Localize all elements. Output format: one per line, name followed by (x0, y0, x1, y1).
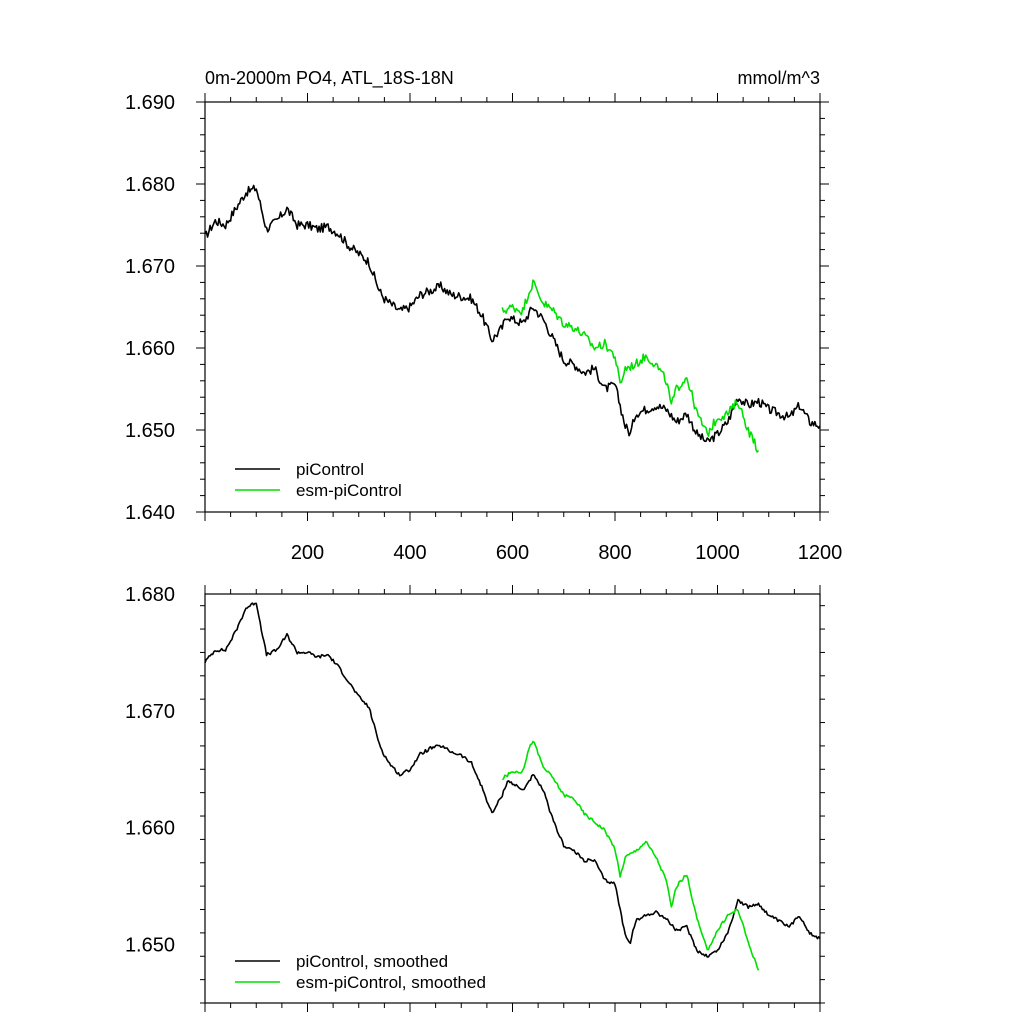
top-series-esm-picontrol (501, 279, 760, 453)
top-series-picontrol (204, 184, 821, 443)
top-y-tick-label: 1.670 (125, 256, 175, 278)
bottom-series-esm-picontrol-smoothed (501, 740, 760, 971)
top-legend: piControl esm-piControl (235, 460, 402, 500)
legend-label-picontrol-smoothed: piControl, smoothed (296, 952, 448, 971)
top-x-tick-label: 1200 (798, 542, 843, 564)
bottom-y-tick-label: 1.670 (125, 701, 175, 723)
top-y-tick-label: 1.680 (125, 174, 175, 196)
top-x-tick-label: 400 (393, 542, 426, 564)
top-y-tick-label: 1.650 (125, 420, 175, 442)
legend-label-picontrol: piControl (296, 460, 364, 479)
bottom-chart-panel: 1.650 1.660 1.670 1.680 piControl, smoothed… (125, 584, 825, 1012)
top-axes-ticks: 200 400 600 800 1000 1200 1.640 1.650 1.660 1.670… (125, 92, 842, 564)
bottom-y-tick-label: 1.660 (125, 818, 175, 840)
top-series-group (204, 184, 821, 453)
bottom-y-tick-label: 1.680 (125, 584, 175, 606)
legend-label-esm-picontrol: esm-piControl (296, 481, 402, 500)
bottom-series-group (204, 602, 821, 971)
top-x-tick-label: 200 (291, 542, 324, 564)
top-y-tick-label: 1.640 (125, 502, 175, 524)
top-x-tick-label: 800 (598, 542, 631, 564)
bottom-y-tick-label: 1.650 (125, 935, 175, 957)
top-plot-frame (204, 101, 821, 513)
top-y-tick-label: 1.690 (125, 92, 175, 114)
bottom-plot-frame (204, 593, 821, 1004)
top-x-tick-label: 600 (496, 542, 529, 564)
bottom-legend: piControl, smoothed esm-piControl, smoot… (235, 952, 486, 992)
bottom-series-picontrol-smoothed (204, 602, 821, 958)
units-label: mmol/m^3 (738, 68, 820, 88)
top-y-tick-label: 1.660 (125, 338, 175, 360)
top-chart-panel: 0m-2000m PO4, ATL_18S-18N mmol/m^3 200 40… (125, 68, 842, 564)
bottom-axes-ticks: 1.650 1.660 1.670 1.680 (125, 584, 825, 1012)
legend-label-esm-picontrol-smoothed: esm-piControl, smoothed (296, 973, 486, 992)
top-x-tick-label: 1000 (695, 542, 740, 564)
chart-title: 0m-2000m PO4, ATL_18S-18N (205, 68, 454, 89)
